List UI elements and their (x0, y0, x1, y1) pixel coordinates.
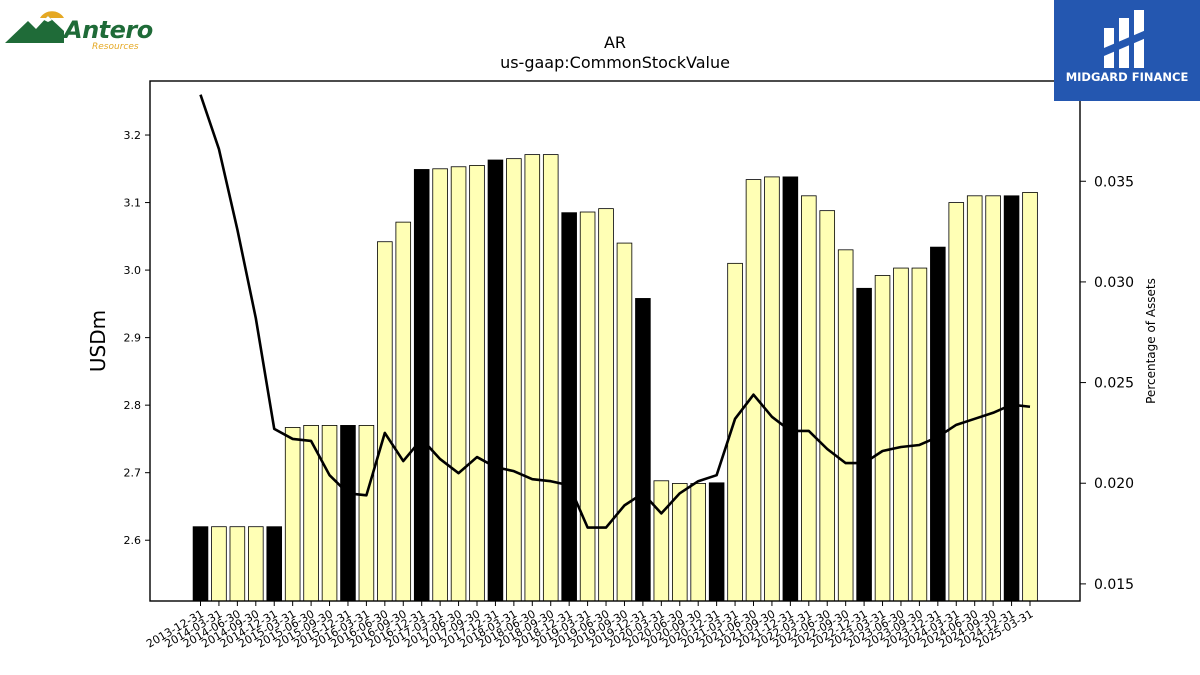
y2-tick-label: 0.015 (1094, 577, 1134, 593)
bar-2013-12-31 (192, 526, 209, 602)
bar-2018-09-30 (542, 154, 559, 602)
plot-frame (149, 80, 1081, 602)
bar-2017-09-30 (469, 165, 485, 602)
bar-2014-09-30 (248, 526, 264, 602)
y-tick-label: 2.7 (124, 467, 142, 480)
bar-2015-12-31 (340, 425, 356, 602)
bar-2023-03-31 (874, 275, 891, 602)
y-axis-left: 2.6 2.7 2.8 2.9 3.0 3.1 3.2 (124, 129, 150, 547)
y2-tick-label: 0.025 (1094, 376, 1134, 392)
bar-2018-06-30 (524, 154, 541, 602)
bar-2016-09-30 (395, 221, 412, 602)
bar-2022-09-30 (837, 249, 854, 602)
bar-2024-03-31 (948, 202, 965, 602)
y2-axis-label: Percentage of Assets (1144, 278, 1158, 404)
bar-2021-12-31 (782, 176, 799, 602)
midgard-logo-text: MIDGARD FINANCE (1065, 70, 1189, 84)
antero-logo: Antero Resources (4, 2, 154, 58)
bar-2023-09-30 (911, 267, 928, 602)
antero-logo-subtext: Resources (92, 42, 139, 52)
bar-2020-09-30 (690, 483, 706, 602)
bar-2018-03-31 (506, 158, 522, 602)
bar-2022-03-31 (801, 195, 817, 602)
bar-2017-03-31 (432, 168, 448, 602)
bar-2019-03-31 (579, 211, 596, 602)
bar-2021-06-30 (745, 179, 762, 602)
chart-title: AR (604, 33, 626, 52)
bar-2024-06-30 (966, 195, 983, 602)
bar-2019-06-30 (598, 208, 614, 602)
bar-2023-12-31 (930, 246, 946, 602)
y-axis-right: 0.015 0.020 0.025 0.030 0.035 (1080, 174, 1134, 593)
mountain-icon (5, 11, 64, 43)
bar-2017-12-31 (487, 159, 504, 602)
bar-2020-06-30 (671, 483, 688, 602)
bar-2022-06-30 (819, 210, 836, 602)
bar-2020-12-31 (708, 482, 725, 602)
bar-2020-03-31 (653, 480, 670, 602)
bar-2017-06-30 (450, 166, 467, 602)
bar-2014-06-30 (229, 526, 246, 602)
antero-logo-text: Antero (64, 16, 153, 44)
bar-2016-06-30 (377, 241, 393, 602)
bar-2015-03-31 (284, 427, 301, 602)
bar-2023-06-30 (893, 267, 909, 602)
bar-2015-09-30 (321, 425, 338, 602)
y-tick-label: 3.1 (124, 197, 142, 210)
bars-group (192, 154, 1038, 602)
line-group (199, 94, 1031, 529)
bar-2014-03-31 (211, 526, 227, 602)
y-tick-label: 3.2 (124, 129, 142, 142)
y-tick-label: 2.9 (124, 332, 142, 345)
y-tick-label: 2.8 (124, 399, 142, 412)
bar-2019-09-30 (616, 242, 633, 602)
bar-2024-09-30 (985, 195, 1001, 602)
y2-tick-label: 0.020 (1094, 476, 1134, 492)
bar-2018-12-31 (561, 212, 577, 602)
bar-2021-09-30 (764, 176, 780, 602)
y-tick-label: 3.0 (124, 264, 142, 277)
midgard-mark-icon (1104, 10, 1146, 68)
y-axis-label: USDm (86, 310, 110, 372)
y2-tick-label: 0.030 (1094, 275, 1134, 291)
bar-2024-12-31 (1003, 195, 1020, 602)
x-axis: 2013-12-312014-03-312014-06-302014-09-30… (144, 601, 1036, 651)
percentage-of-assets-line (199, 94, 1031, 529)
bar-2025-03-31 (1022, 192, 1038, 602)
bar-2016-03-31 (358, 425, 375, 602)
bar-2019-12-31 (635, 298, 651, 602)
bar-2016-12-31 (413, 169, 430, 602)
bar-2014-12-31 (266, 526, 283, 602)
bar-2022-12-31 (856, 287, 872, 602)
y2-tick-label: 0.035 (1094, 174, 1134, 190)
midgard-logo: MIDGARD FINANCE (1054, 0, 1200, 101)
y-tick-label: 2.6 (124, 534, 142, 547)
chart-subtitle: us-gaap:CommonStockValue (500, 53, 730, 72)
